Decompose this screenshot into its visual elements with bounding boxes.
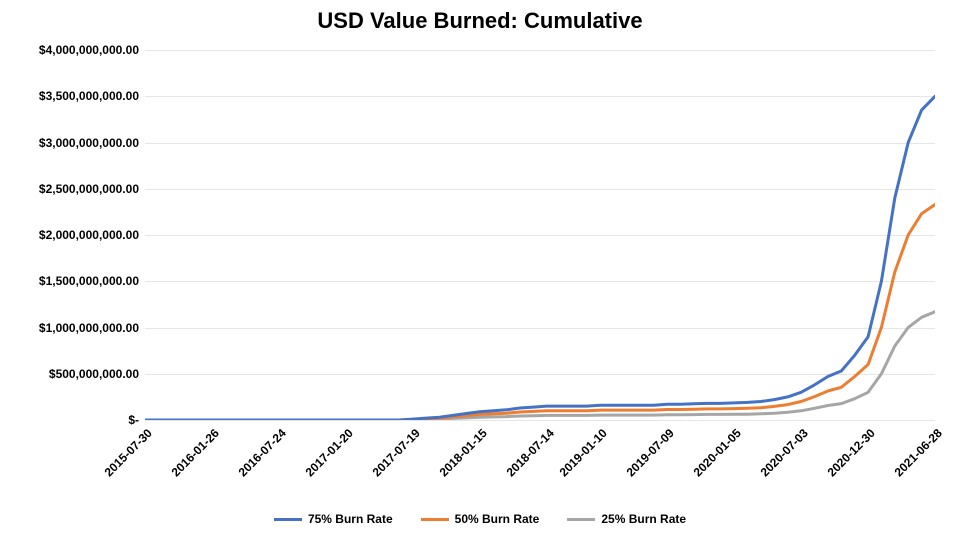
chart-container: USD Value Burned: Cumulative $-$500,000,… [0, 0, 960, 541]
x-tick-label: 2020-12-30 [825, 426, 878, 479]
legend-label: 25% Burn Rate [601, 512, 686, 526]
y-tick-label: $- [128, 413, 145, 427]
x-tick-label: 2017-07-19 [369, 426, 422, 479]
legend-item: 25% Burn Rate [567, 512, 686, 526]
y-tick-label: $1,000,000,000.00 [39, 321, 145, 335]
x-tick-label: 2019-07-09 [624, 426, 677, 479]
y-tick-label: $500,000,000.00 [49, 367, 145, 381]
x-tick-label: 2019-01-10 [557, 426, 610, 479]
x-tick-label: 2016-07-24 [235, 426, 288, 479]
y-tick-label: $2,000,000,000.00 [39, 228, 145, 242]
y-tick-label: $3,000,000,000.00 [39, 136, 145, 150]
gridline [145, 420, 935, 421]
x-tick-label: 2017-01-20 [302, 426, 355, 479]
x-tick-label: 2018-01-15 [436, 426, 489, 479]
y-tick-label: $1,500,000,000.00 [39, 274, 145, 288]
x-tick-label: 2018-07-14 [503, 426, 556, 479]
x-tick-label: 2021-06-28 [892, 426, 945, 479]
chart-title: USD Value Burned: Cumulative [0, 8, 960, 34]
legend-swatch [567, 518, 595, 521]
legend-item: 75% Burn Rate [274, 512, 393, 526]
y-tick-label: $3,500,000,000.00 [39, 89, 145, 103]
x-tick-label: 2020-07-03 [758, 426, 811, 479]
legend-swatch [274, 518, 302, 521]
y-tick-label: $2,500,000,000.00 [39, 182, 145, 196]
plot-area: $-$500,000,000.00$1,000,000,000.00$1,500… [145, 50, 935, 420]
legend-item: 50% Burn Rate [421, 512, 540, 526]
x-tick-label: 2020-01-05 [691, 426, 744, 479]
legend-swatch [421, 518, 449, 521]
y-tick-label: $4,000,000,000.00 [39, 43, 145, 57]
series-line [145, 312, 935, 420]
series-lines [145, 50, 935, 420]
x-tick-label: 2016-01-26 [169, 426, 222, 479]
series-line [145, 205, 935, 421]
series-line [145, 96, 935, 420]
legend-label: 50% Burn Rate [455, 512, 540, 526]
legend: 75% Burn Rate 50% Burn Rate 25% Burn Rate [0, 512, 960, 526]
legend-label: 75% Burn Rate [308, 512, 393, 526]
x-tick-label: 2015-07-30 [102, 426, 155, 479]
